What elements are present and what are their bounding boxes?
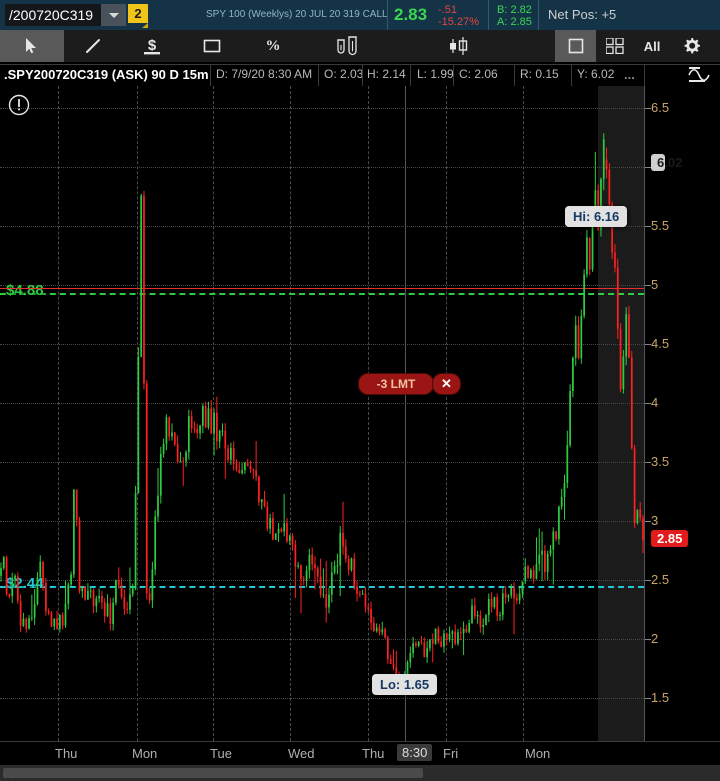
svg-text:$: $ [148,37,157,54]
